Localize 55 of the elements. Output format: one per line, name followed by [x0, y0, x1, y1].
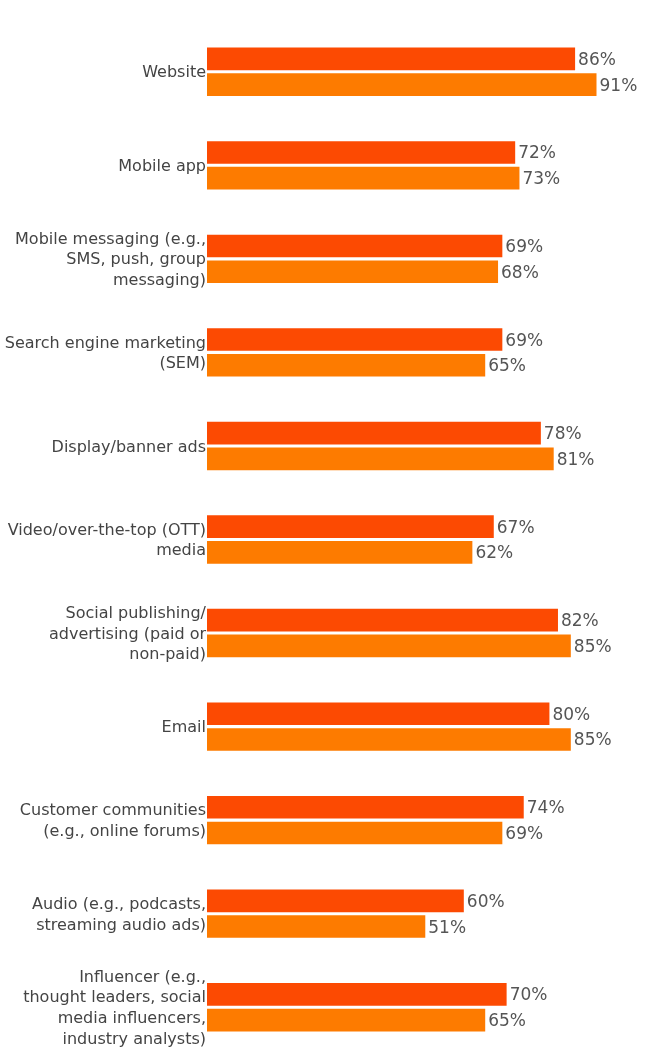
y-tick-label: Website: [142, 62, 206, 82]
data-label: 85%: [573, 635, 612, 656]
data-label: 69%: [505, 329, 544, 350]
y-tick-label: Email: [161, 717, 206, 737]
bar: [207, 1008, 486, 1032]
y-tick-label: Mobile messaging (e.g., SMS, push, group messaging): [15, 228, 206, 290]
bar: [207, 541, 473, 564]
y-tick-label: Mobile app: [118, 155, 206, 175]
data-label: 62%: [475, 542, 514, 563]
data-label: 68%: [501, 261, 539, 282]
data-label: 81%: [556, 448, 595, 469]
bar: [207, 73, 597, 96]
bar: [207, 234, 503, 258]
y-tick-label: Search engine marketing (SEM): [4, 332, 206, 373]
bar: [207, 421, 541, 445]
data-label: 78%: [543, 423, 582, 444]
data-label: 73%: [522, 168, 561, 189]
bar: [207, 141, 516, 164]
y-tick-label: Influencer (e.g., thought leaders, social media influencers, industry analysts): [23, 966, 206, 1049]
bar: [207, 702, 550, 726]
bar: [207, 728, 571, 751]
y-tick-label: Display/banner ads: [51, 436, 206, 456]
bar: [207, 328, 503, 351]
bar: [207, 821, 503, 845]
bar: [207, 634, 571, 658]
data-label: 86%: [578, 48, 616, 69]
y-tick-label: Social publishing/ advertising (paid or non-paid): [49, 602, 207, 664]
data-label: 65%: [488, 355, 527, 376]
data-label: 82%: [560, 610, 599, 631]
bar: [207, 889, 464, 913]
data-label: 69%: [505, 823, 544, 843]
bar: [207, 515, 494, 538]
data-label: 67%: [496, 516, 535, 537]
data-label: 91%: [599, 74, 638, 95]
bar: [207, 447, 554, 471]
data-label: 51%: [428, 916, 467, 937]
y-tick-label: Video/over-the-top (OTT) media: [7, 519, 206, 560]
bar: [207, 260, 499, 284]
data-label: 69%: [505, 236, 544, 256]
bar: [207, 353, 486, 377]
bar: [207, 608, 558, 632]
data-label: 65%: [488, 1010, 527, 1031]
data-label: 70%: [509, 984, 548, 1005]
data-label: 60%: [466, 890, 505, 911]
data-label: 85%: [573, 729, 612, 750]
bar: [207, 47, 576, 71]
data-label: 74%: [526, 797, 565, 818]
y-tick-label: Customer communities (e.g., online forums): [19, 800, 206, 841]
bar: [207, 915, 426, 938]
bar: [207, 166, 520, 190]
bar: [207, 983, 507, 1006]
bar: [207, 795, 524, 819]
data-label: 80%: [552, 703, 591, 724]
y-tick-label: Audio (e.g., podcasts, streaming audio ads): [32, 893, 206, 934]
data-label: 72%: [518, 142, 556, 163]
